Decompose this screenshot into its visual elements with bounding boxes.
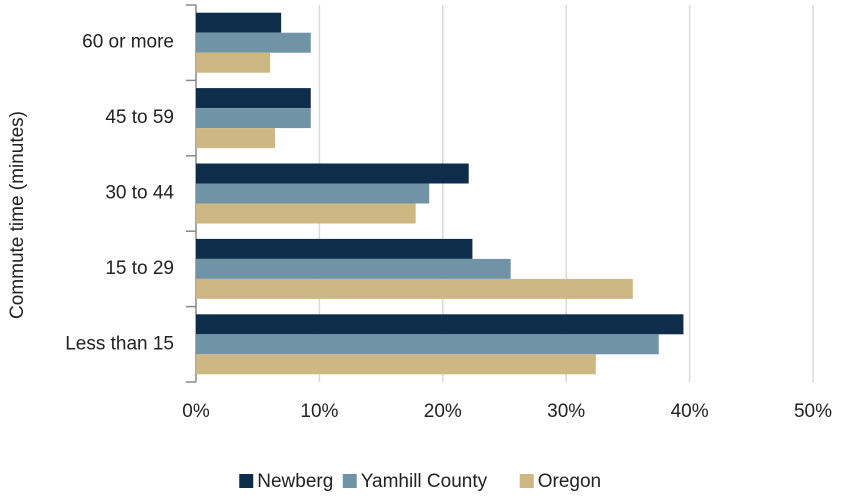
bar <box>196 334 659 355</box>
bar <box>196 258 511 279</box>
legend-label: Oregon <box>538 471 601 492</box>
y-tick-label: 30 to 44 <box>105 183 174 204</box>
y-tick-label: 15 to 29 <box>105 258 174 279</box>
bar <box>196 354 596 375</box>
bar <box>196 88 311 109</box>
bar <box>196 32 311 53</box>
bar <box>196 108 311 129</box>
y-tick-label: 45 to 59 <box>105 107 174 128</box>
bar <box>196 314 684 335</box>
bar <box>196 163 469 184</box>
x-tick-label: 0% <box>182 401 210 422</box>
y-tick-label: 60 or more <box>82 32 174 53</box>
x-tick-label: 20% <box>424 401 462 422</box>
legend-swatch <box>519 474 534 488</box>
bar <box>196 238 473 259</box>
bar <box>196 52 271 73</box>
legend-label: Yamhill County <box>361 471 488 492</box>
bar <box>196 183 430 204</box>
bar <box>196 128 275 149</box>
x-tick-label: 30% <box>547 401 585 422</box>
legend-swatch <box>342 474 357 488</box>
legend-label: Newberg <box>257 471 333 492</box>
x-tick-label: 40% <box>671 401 709 422</box>
bar <box>196 278 633 299</box>
bar <box>196 203 416 224</box>
x-tick-label: 50% <box>794 401 832 422</box>
bar <box>196 12 282 33</box>
x-tick-label: 10% <box>300 401 338 422</box>
y-axis-title: Commute time (minutes) <box>7 111 28 319</box>
y-tick-label: Less than 15 <box>65 333 174 354</box>
legend-swatch <box>239 474 254 488</box>
